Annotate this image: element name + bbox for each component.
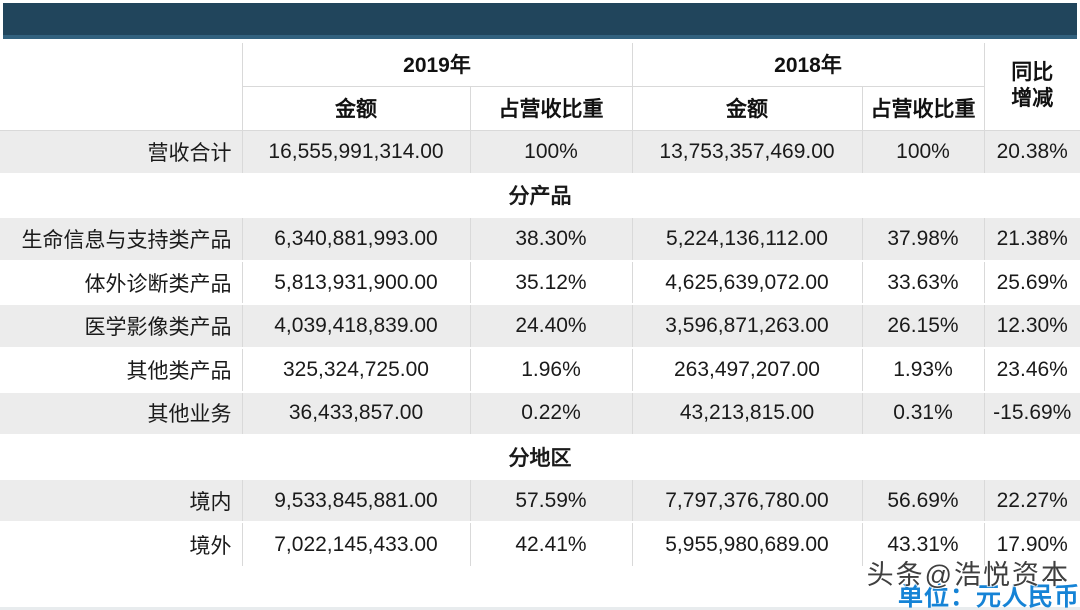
table-row: 其他业务 36,433,857.00 0.22% 43,213,815.00 0…	[0, 390, 1080, 436]
share-2019: 100%	[470, 130, 633, 174]
share-2019: 0.22%	[470, 390, 633, 436]
table-row: 境外 7,022,145,433.00 42.41% 5,955,980,689…	[0, 521, 1080, 566]
row-label: 生命信息与支持类产品	[0, 216, 243, 261]
toutiao-watermark: 头条@浩悦资本	[866, 560, 1070, 590]
row-label: 其他业务	[0, 390, 243, 436]
amount-2018: 3,596,871,263.00	[632, 303, 863, 348]
row-label: 其他类产品	[0, 346, 243, 392]
table-row-total: 营收合计 16,555,991,314.00 100% 13,753,357,4…	[0, 130, 1080, 174]
section-label: 分产品	[0, 172, 1080, 218]
share-2019: 57.59%	[470, 477, 633, 523]
amount-2018: 7,797,376,780.00	[632, 477, 863, 523]
share-2018: 43.31%	[862, 521, 985, 566]
amount-2018: 43,213,815.00	[632, 390, 863, 436]
share-2019-header: 占营收比重	[470, 86, 633, 131]
yoy-value: -15.69%	[984, 390, 1080, 436]
amount-2018: 5,224,136,112.00	[632, 216, 863, 261]
amount-2019: 5,813,931,900.00	[242, 259, 471, 305]
amount-2018: 13,753,357,469.00	[632, 130, 863, 174]
yoy-value: 21.38%	[984, 216, 1080, 261]
amount-2018: 263,497,207.00	[632, 346, 863, 392]
yoy-value: 23.46%	[984, 346, 1080, 392]
amount-2019: 16,555,991,314.00	[242, 130, 471, 174]
amount-2019: 6,340,881,993.00	[242, 216, 471, 261]
table-header: 2019年 2018年 同比 增减 金额 占营收比重 金额 占营收比重	[0, 43, 1080, 131]
yoy-value: 22.27%	[984, 477, 1080, 523]
amount-2019-header: 金额	[242, 86, 471, 131]
share-2018: 26.15%	[862, 303, 985, 348]
share-2018: 1.93%	[862, 346, 985, 392]
share-2018: 100%	[862, 130, 985, 174]
yoy-value: 17.90%	[984, 521, 1080, 566]
revenue-table: 2019年 2018年 同比 增减 金额 占营收比重 金额 占营收比重 营收合计…	[0, 43, 1080, 566]
share-2018-header: 占营收比重	[862, 86, 985, 131]
share-2019: 38.30%	[470, 216, 633, 261]
amount-2018-header: 金额	[632, 86, 863, 131]
amount-2019: 36,433,857.00	[242, 390, 471, 436]
row-label: 境内	[0, 477, 243, 523]
table-row: 医学影像类产品 4,039,418,839.00 24.40% 3,596,87…	[0, 303, 1080, 348]
share-2019: 1.96%	[470, 346, 633, 392]
unit-note: 单位：元人民币	[897, 583, 1080, 610]
amount-2019: 4,039,418,839.00	[242, 303, 471, 348]
share-2018: 56.69%	[862, 477, 985, 523]
amount-2018: 5,955,980,689.00	[632, 521, 863, 566]
row-label: 医学影像类产品	[0, 303, 243, 348]
share-2018: 0.31%	[862, 390, 985, 436]
corner-cell	[0, 43, 243, 131]
share-2018: 37.98%	[862, 216, 985, 261]
yoy-header-line1: 同比	[1011, 61, 1054, 84]
share-2019: 42.41%	[470, 521, 633, 566]
yoy-header-line2: 增减	[1011, 87, 1054, 111]
table-row: 体外诊断类产品 5,813,931,900.00 35.12% 4,625,63…	[0, 259, 1080, 305]
year-2018-header: 2018年	[632, 43, 985, 87]
top-banner	[3, 3, 1077, 39]
yoy-value: 25.69%	[984, 259, 1080, 305]
table-row: 境内 9,533,845,881.00 57.59% 7,797,376,780…	[0, 477, 1080, 523]
amount-2018: 4,625,639,072.00	[632, 259, 863, 305]
share-2019: 24.40%	[470, 303, 633, 348]
section-label: 分地区	[0, 434, 1080, 479]
yoy-header: 同比 增减	[984, 43, 1080, 131]
section-row-products: 分产品	[0, 172, 1080, 218]
row-label: 境外	[0, 521, 243, 566]
bottom-edge-strip	[0, 607, 1080, 610]
yoy-value: 12.30%	[984, 303, 1080, 348]
amount-2019: 7,022,145,433.00	[242, 521, 471, 566]
share-2018: 33.63%	[862, 259, 985, 305]
amount-2019: 325,324,725.00	[242, 346, 471, 392]
amount-2019: 9,533,845,881.00	[242, 477, 471, 523]
table-row: 生命信息与支持类产品 6,340,881,993.00 38.30% 5,224…	[0, 216, 1080, 261]
section-row-regions: 分地区	[0, 434, 1080, 479]
table-row: 其他类产品 325,324,725.00 1.96% 263,497,207.0…	[0, 346, 1080, 392]
yoy-value: 20.38%	[984, 130, 1080, 174]
year-2019-header: 2019年	[242, 43, 633, 87]
row-label: 体外诊断类产品	[0, 259, 243, 305]
row-label: 营收合计	[0, 130, 243, 174]
share-2019: 35.12%	[470, 259, 633, 305]
